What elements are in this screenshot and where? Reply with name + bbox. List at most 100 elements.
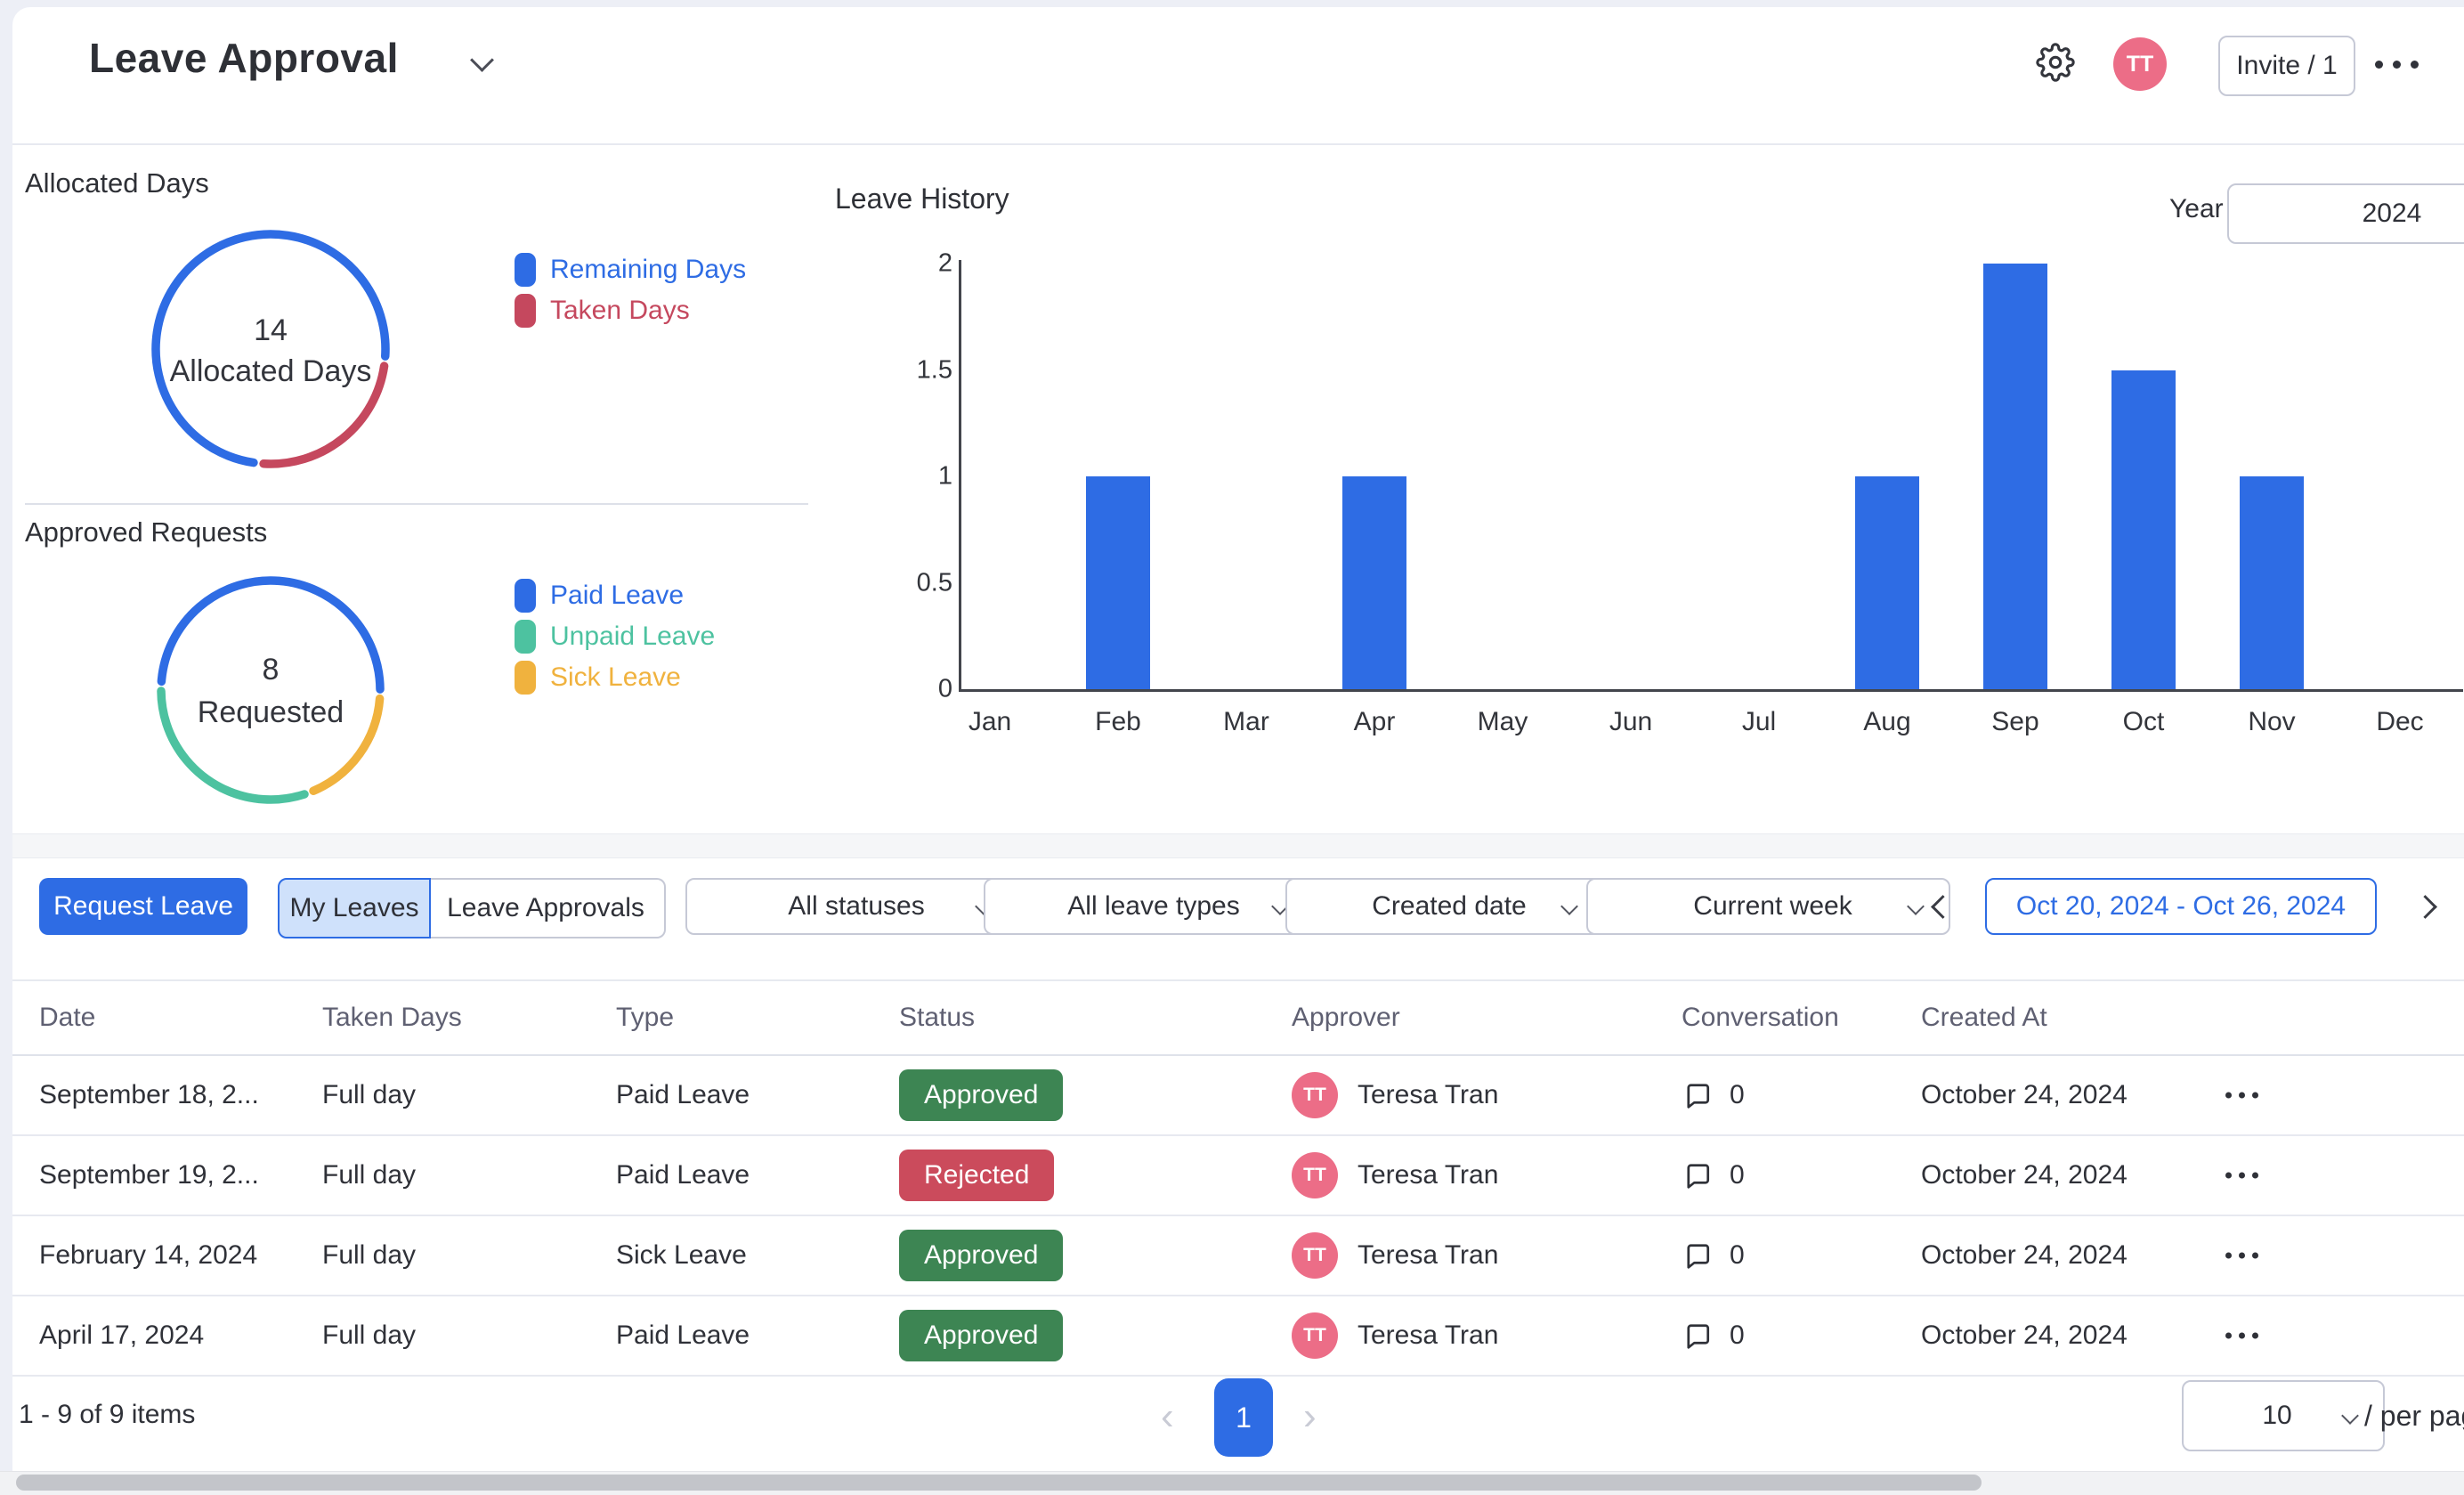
month-label-jan: Jan	[968, 707, 1012, 736]
month-label-sep: Sep	[1991, 707, 2039, 736]
month-label-dec: Dec	[2376, 707, 2424, 736]
legend-chip	[515, 620, 536, 654]
month-label-nov: Nov	[2248, 707, 2296, 736]
row-menu-button[interactable]	[2225, 1332, 2258, 1339]
pagination-previous-button[interactable]: ‹	[1161, 1394, 1174, 1438]
dot-icon	[2393, 61, 2401, 69]
tab-my-leaves[interactable]: My Leaves	[278, 878, 431, 938]
period-select[interactable]: Current week	[1586, 878, 1950, 935]
header-divider	[12, 143, 2464, 145]
table-top-border	[12, 979, 2464, 981]
column-header-status[interactable]: Status	[899, 1003, 976, 1032]
row-menu-button[interactable]	[2225, 1092, 2258, 1099]
speech-bubble-icon	[1687, 1164, 1710, 1189]
bar-apr	[1342, 476, 1406, 689]
per-page-select[interactable]: 10	[2182, 1380, 2385, 1451]
user-avatar[interactable]: TT	[2113, 37, 2167, 91]
invite-button[interactable]: Invite / 1	[2218, 36, 2355, 96]
chevron-down-icon	[1907, 898, 1925, 915]
table-row[interactable]: September 18, 2... Full day Paid Leave A…	[12, 1056, 2464, 1136]
dot-icon	[2239, 1092, 2245, 1099]
month-label-jun: Jun	[1609, 707, 1653, 736]
period-select-value: Current week	[1693, 891, 1852, 921]
legend-chip	[515, 579, 536, 613]
approver-avatar[interactable]: TT	[1292, 1312, 1338, 1359]
leave-history-chart: 0 0.5 1 1.5 2 Jan Feb Mar Apr May Jun Jul Aug Sep Oct N…	[890, 249, 2464, 750]
row-menu-button[interactable]	[2225, 1252, 2258, 1259]
tab-leave-approvals[interactable]: Leave Approvals	[427, 878, 666, 938]
dot-icon	[2375, 61, 2383, 69]
cell-date: September 19, 2...	[39, 1160, 259, 1190]
column-header-created-at[interactable]: Created At	[1921, 1003, 2047, 1032]
next-period-button[interactable]	[2405, 878, 2444, 935]
cell-date: September 18, 2...	[39, 1080, 259, 1109]
conversation-button[interactable]: 0	[1682, 1159, 1745, 1191]
column-header-conversation[interactable]: Conversation	[1682, 1003, 1839, 1032]
previous-period-button[interactable]	[1923, 878, 1962, 935]
y-axis-tick-label: 1	[937, 461, 952, 491]
year-label: Year	[2169, 194, 2224, 223]
leave-history-title: Leave History	[835, 183, 1009, 215]
donut-segment-unpaid-leave	[157, 576, 385, 804]
allocated-days-center-value: 14	[254, 313, 288, 347]
gear-icon	[2036, 42, 2075, 86]
legend-item-remaining-days[interactable]: Remaining Days	[515, 253, 746, 287]
approver-avatar[interactable]: TT	[1292, 1232, 1338, 1279]
created-date-select-value: Created date	[1372, 891, 1527, 921]
conversation-count: 0	[1730, 1160, 1745, 1190]
legend-item-sick-leave[interactable]: Sick Leave	[515, 661, 681, 695]
dot-icon	[2225, 1172, 2232, 1179]
approver-name: Teresa Tran	[1358, 1240, 1499, 1270]
table-row[interactable]: September 19, 2... Full day Paid Leave R…	[12, 1136, 2464, 1216]
approver-name: Teresa Tran	[1358, 1320, 1499, 1350]
table-row[interactable]: February 14, 2024 Full day Sick Leave Ap…	[12, 1216, 2464, 1296]
x-axis-line	[959, 689, 2463, 692]
cell-type: Sick Leave	[616, 1240, 747, 1270]
month-label-oct: Oct	[2122, 707, 2165, 736]
column-header-approver[interactable]: Approver	[1292, 1003, 1400, 1032]
month-label-feb: Feb	[1095, 707, 1141, 736]
bar-aug	[1855, 476, 1919, 689]
more-options-button[interactable]	[2375, 61, 2419, 69]
table-body: September 18, 2... Full day Paid Leave A…	[0, 1056, 2464, 1377]
conversation-button[interactable]: 0	[1682, 1079, 1745, 1111]
dot-icon	[2252, 1332, 2258, 1339]
page-title: Leave Approval	[89, 35, 399, 81]
column-header-taken-days[interactable]: Taken Days	[322, 1003, 462, 1032]
approved-requests-donut	[155, 574, 386, 806]
legend-item-taken-days[interactable]: Taken Days	[515, 294, 690, 328]
pagination-page-button[interactable]: 1	[1214, 1378, 1273, 1457]
request-leave-button[interactable]: Request Leave	[39, 878, 247, 935]
month-label-jul: Jul	[1741, 707, 1777, 736]
legend-item-paid-leave[interactable]: Paid Leave	[515, 579, 684, 613]
conversation-button[interactable]: 0	[1682, 1239, 1745, 1272]
settings-button[interactable]	[2031, 40, 2079, 88]
column-header-type[interactable]: Type	[616, 1003, 675, 1032]
conversation-button[interactable]: 0	[1682, 1320, 1745, 1352]
legend-item-unpaid-leave[interactable]: Unpaid Leave	[515, 620, 715, 654]
statuses-select[interactable]: All statuses	[685, 878, 1018, 935]
approver-name: Teresa Tran	[1358, 1160, 1499, 1190]
per-page-label: / per page	[2364, 1400, 2464, 1432]
column-header-date[interactable]: Date	[39, 1003, 96, 1032]
legend-label: Unpaid Leave	[550, 622, 716, 651]
table-row[interactable]: April 17, 2024 Full day Paid Leave Appro…	[12, 1296, 2464, 1377]
created-date-select[interactable]: Created date	[1285, 878, 1604, 935]
year-select[interactable]: 2024	[2227, 183, 2464, 244]
dot-icon	[2411, 61, 2419, 69]
month-label-aug: Aug	[1863, 707, 1911, 736]
status-badge: Approved	[899, 1310, 1064, 1361]
date-range-button[interactable]: Oct 20, 2024 - Oct 26, 2024	[1985, 878, 2377, 935]
leave-types-select[interactable]: All leave types	[984, 878, 1315, 935]
allocated-days-center-label: Allocated Days	[169, 354, 372, 388]
row-menu-button[interactable]	[2225, 1172, 2258, 1179]
pagination-next-button[interactable]: ›	[1303, 1394, 1317, 1438]
conversation-count: 0	[1730, 1080, 1745, 1109]
approver-avatar[interactable]: TT	[1292, 1152, 1338, 1198]
approver-avatar[interactable]: TT	[1292, 1072, 1338, 1118]
status-badge: Rejected	[899, 1150, 1055, 1201]
cell-type: Paid Leave	[616, 1080, 750, 1109]
scrollbar-thumb[interactable]	[16, 1475, 1982, 1491]
chevron-right-icon	[2412, 894, 2437, 919]
allocated-days-donut	[150, 228, 392, 470]
